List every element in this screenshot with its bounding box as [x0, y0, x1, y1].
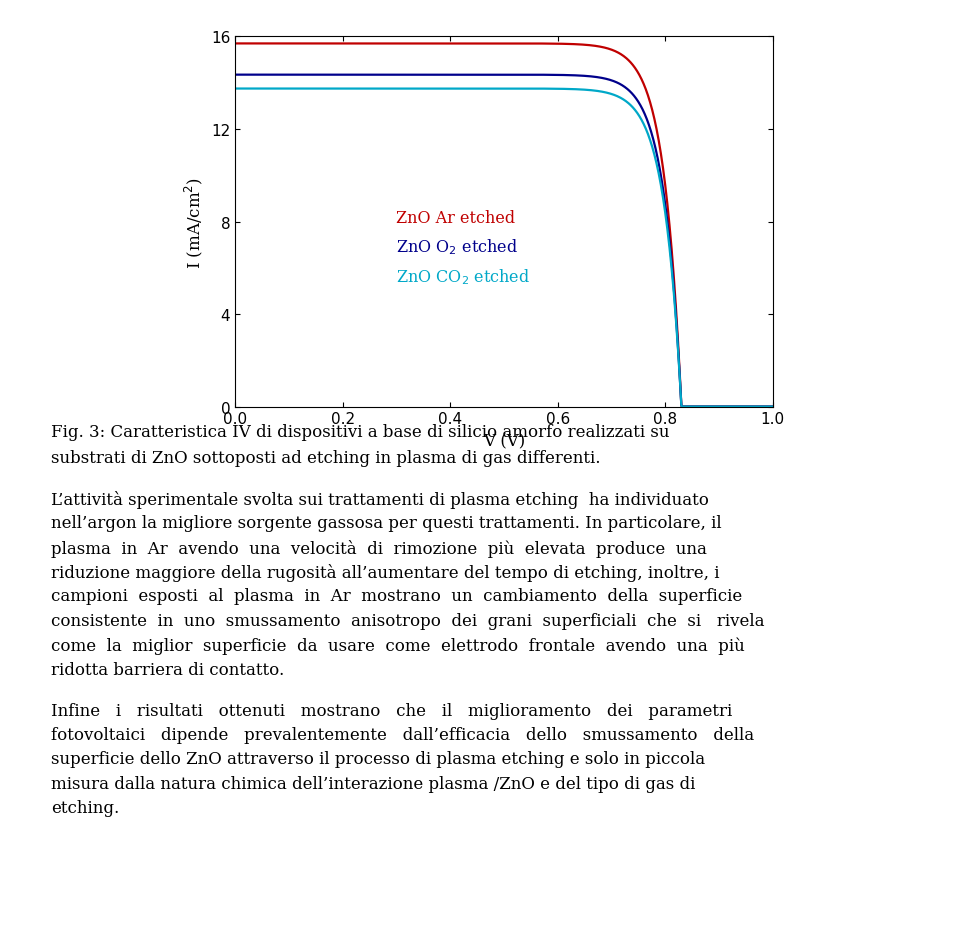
Text: come  la  miglior  superficie  da  usare  come  elettrodo  frontale  avendo  una: come la miglior superficie da usare come…: [51, 636, 745, 654]
Text: Infine   i   risultati   ottenuti   mostrano   che   il   miglioramento   dei   : Infine i risultati ottenuti mostrano che…: [51, 702, 732, 719]
Text: ZnO CO$_2$ etched: ZnO CO$_2$ etched: [396, 268, 531, 287]
Text: riduzione maggiore della rugosità all’aumentare del tempo di etching, inoltre, i: riduzione maggiore della rugosità all’au…: [51, 563, 719, 581]
X-axis label: V (V): V (V): [483, 432, 525, 449]
Text: fotovoltaici   dipende   prevalentemente   dall’efficacia   dello   smussamento : fotovoltaici dipende prevalentemente dal…: [51, 726, 754, 743]
Text: L’attività sperimentale svolta sui trattamenti di plasma etching  ha individuato: L’attività sperimentale svolta sui tratt…: [51, 490, 708, 508]
Text: consistente  in  uno  smussamento  anisotropo  dei  grani  superficiali  che  si: consistente in uno smussamento anisotrop…: [51, 612, 764, 629]
Text: nell’argon la migliore sorgente gassosa per questi trattamenti. In particolare, : nell’argon la migliore sorgente gassosa …: [51, 515, 722, 532]
Text: etching.: etching.: [51, 799, 119, 816]
Text: superficie dello ZnO attraverso il processo di plasma etching e solo in piccola: superficie dello ZnO attraverso il proce…: [51, 751, 705, 768]
Text: plasma  in  Ar  avendo  una  velocità  di  rimozione  più  elevata  produce  una: plasma in Ar avendo una velocità di rimo…: [51, 539, 707, 557]
Text: Fig. 3: Caratteristica IV di dispositivi a base di silicio amorfo realizzati su: Fig. 3: Caratteristica IV di dispositivi…: [51, 423, 669, 440]
Y-axis label: I (mA/cm$^2$): I (mA/cm$^2$): [183, 176, 205, 269]
Text: ZnO Ar etched: ZnO Ar etched: [396, 210, 516, 227]
Text: ridotta barriera di contatto.: ridotta barriera di contatto.: [51, 661, 284, 678]
Text: substrati di ZnO sottoposti ad etching in plasma di gas differenti.: substrati di ZnO sottoposti ad etching i…: [51, 449, 600, 466]
Text: ZnO O$_2$ etched: ZnO O$_2$ etched: [396, 238, 518, 257]
Text: misura dalla natura chimica dell’interazione plasma /ZnO e del tipo di gas di: misura dalla natura chimica dell’interaz…: [51, 775, 695, 792]
Text: campioni  esposti  al  plasma  in  Ar  mostrano  un  cambiamento  della  superfi: campioni esposti al plasma in Ar mostran…: [51, 588, 742, 605]
